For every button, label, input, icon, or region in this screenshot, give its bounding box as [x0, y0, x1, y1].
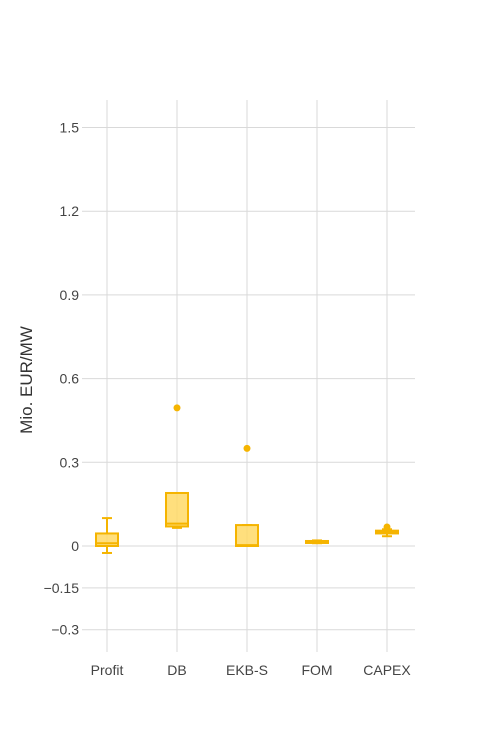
outlier-point [383, 523, 391, 531]
y-tick-label: −0.3 [51, 622, 79, 638]
x-tick-label: CAPEX [363, 662, 411, 678]
box-body [165, 491, 189, 528]
y-tick-label: 0.3 [60, 454, 80, 470]
y-tick-label: 0 [71, 538, 79, 554]
box-series [95, 404, 399, 554]
horizontal-grid [82, 127, 415, 631]
y-tick-label: 0.9 [60, 287, 80, 303]
outlier-point [243, 444, 251, 452]
box-capex [375, 523, 399, 538]
x-axis-ticks: Profit DB EKB-S FOM CAPEX [91, 662, 412, 678]
outlier-point [173, 404, 181, 412]
y-tick-label: 1.2 [60, 203, 80, 219]
y-axis-title: Mio. EUR/MW [17, 326, 36, 434]
x-tick-label: FOM [301, 662, 332, 678]
y-tick-label: −0.15 [44, 580, 80, 596]
y-tick-label: 0.6 [60, 371, 80, 387]
x-tick-label: DB [167, 662, 186, 678]
x-tick-label: Profit [91, 662, 124, 678]
x-tick-label: EKB-S [226, 662, 268, 678]
box-fom [305, 539, 329, 545]
y-axis-ticks: 1.5 1.2 0.9 0.6 0.3 0 −0.15 −0.3 [44, 120, 80, 638]
box-ekb-s [235, 444, 259, 548]
box-profit [95, 517, 119, 554]
vertical-grid [106, 100, 388, 652]
box-db [165, 404, 189, 529]
box-body [235, 524, 259, 548]
y-tick-label: 1.5 [60, 120, 80, 136]
